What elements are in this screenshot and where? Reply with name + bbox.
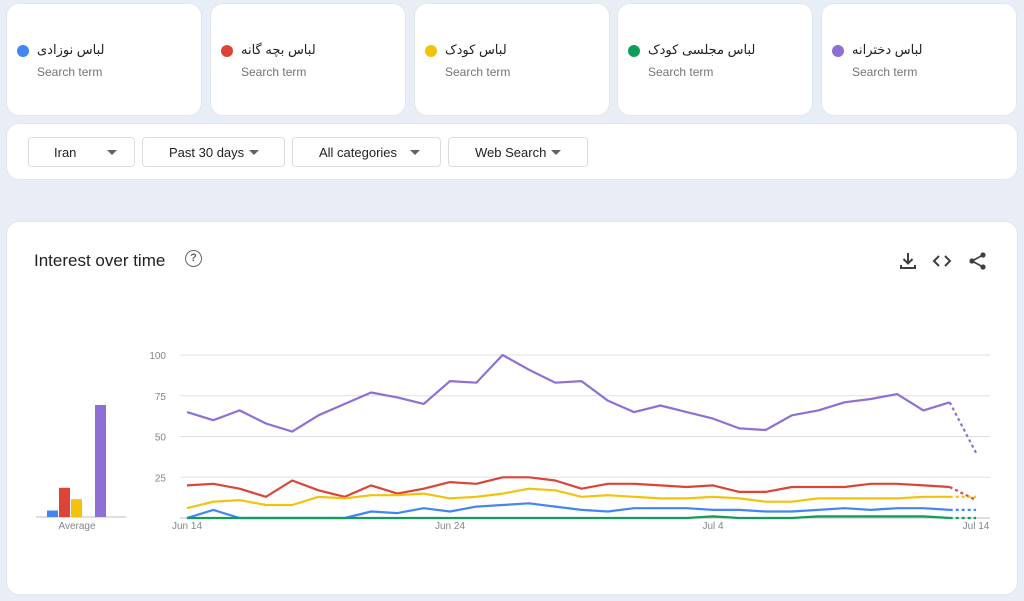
embed-code-icon[interactable] <box>931 250 953 272</box>
category-select[interactable]: All categories <box>292 137 441 167</box>
average-bar <box>59 487 70 517</box>
term-sublabel: Search term <box>852 65 918 79</box>
term-color-dot <box>17 45 29 57</box>
chevron-down-icon <box>410 150 420 155</box>
term-label: لباس نوزادی <box>37 42 105 57</box>
series-line <box>186 353 951 433</box>
term-color-dot <box>628 45 640 57</box>
x-tick-label: Jun 14 <box>172 521 202 532</box>
help-circle-icon[interactable]: ? <box>185 250 202 267</box>
y-tick-label: 50 <box>155 433 167 444</box>
term-sublabel: Search term <box>648 65 714 79</box>
term-color-dot <box>221 45 233 57</box>
time-range-select-label: Past 30 days <box>169 145 245 160</box>
term-card-4[interactable]: لباس مجلسی کودک Search term <box>618 4 812 115</box>
y-tick-label: 25 <box>155 473 167 484</box>
term-label: لباس بچه گانه <box>241 42 316 57</box>
interest-over-time-panel: Interest over time ? <box>7 222 1017 594</box>
term-label: لباس دخترانه <box>852 42 923 57</box>
time-range-select[interactable]: Past 30 days <box>142 137 285 167</box>
y-tick-label: 100 <box>149 351 166 362</box>
category-select-label: All categories <box>319 145 398 160</box>
search-source-select[interactable]: Web Search <box>448 137 588 167</box>
search-source-select-label: Web Search <box>475 145 547 160</box>
average-bar <box>47 510 58 517</box>
search-terms-bar: لباس نوزادی Search term لباس بچه گانه Se… <box>7 4 1017 116</box>
x-tick-label: Jul 14 <box>963 521 990 532</box>
average-bar <box>95 405 106 517</box>
term-card-1[interactable]: لباس نوزادی Search term <box>7 4 201 115</box>
average-label: Average <box>58 521 96 532</box>
term-color-dot <box>425 45 437 57</box>
term-card-5[interactable]: لباس دخترانه Search term <box>822 4 1016 115</box>
term-color-dot <box>832 45 844 57</box>
x-tick-label: Jun 24 <box>435 521 465 532</box>
term-sublabel: Search term <box>241 65 307 79</box>
download-icon[interactable] <box>897 250 919 272</box>
region-select[interactable]: Iran <box>28 137 135 167</box>
chevron-down-icon <box>249 150 259 155</box>
average-bar <box>71 499 82 517</box>
series-partial-segment <box>948 401 977 454</box>
share-icon[interactable] <box>967 250 989 272</box>
panel-title: Interest over time <box>34 251 166 270</box>
term-sublabel: Search term <box>445 65 511 79</box>
series-line <box>186 476 950 498</box>
term-label: لباس مجلسی کودک <box>648 42 756 57</box>
series-line <box>186 487 950 510</box>
chevron-down-icon <box>551 150 561 155</box>
term-card-3[interactable]: لباس کودک Search term <box>415 4 609 115</box>
x-tick-label: Jul 4 <box>702 521 724 532</box>
chevron-down-icon <box>107 150 117 155</box>
term-card-2[interactable]: لباس بچه گانه Search term <box>211 4 405 115</box>
filter-bar: Iran Past 30 days All categories Web Sea… <box>7 124 1017 179</box>
y-tick-label: 75 <box>155 392 167 403</box>
series-line <box>187 515 950 520</box>
term-sublabel: Search term <box>37 65 103 79</box>
region-select-label: Iran <box>54 145 77 160</box>
term-label: لباس کودک <box>445 42 507 57</box>
series-partial-segment <box>949 486 977 502</box>
